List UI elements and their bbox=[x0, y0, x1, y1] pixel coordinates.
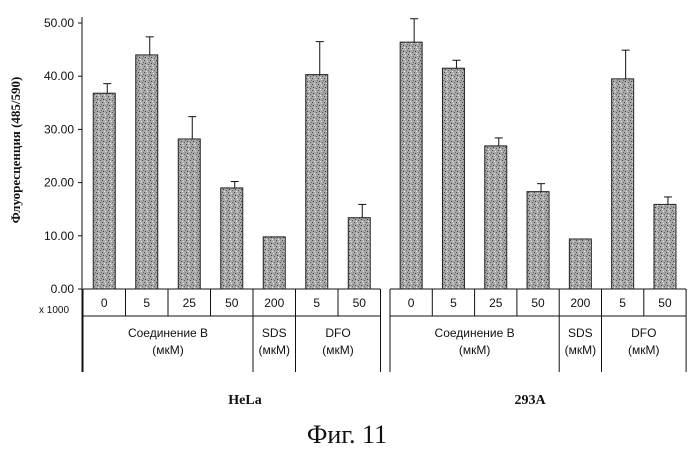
bar bbox=[348, 218, 370, 289]
category-label: 0 bbox=[101, 296, 108, 310]
bar bbox=[93, 93, 115, 289]
category-label: 50 bbox=[658, 296, 672, 310]
group-unit-label: (мкМ) bbox=[322, 343, 354, 357]
group-label: DFO bbox=[631, 326, 656, 340]
bar bbox=[306, 75, 328, 289]
y-tick-label: 10.00 bbox=[44, 229, 74, 243]
bar bbox=[485, 146, 507, 289]
bar bbox=[527, 192, 549, 289]
bar bbox=[178, 139, 200, 289]
category-label: 200 bbox=[570, 296, 590, 310]
bar bbox=[221, 188, 243, 289]
category-label: 50 bbox=[225, 296, 239, 310]
category-label: 5 bbox=[450, 296, 457, 310]
y-tick-label: 30.00 bbox=[44, 122, 74, 136]
y-tick-label: 20.00 bbox=[44, 176, 74, 190]
category-label: 50 bbox=[353, 296, 367, 310]
group-label: DFO bbox=[325, 326, 350, 340]
group-label: Соединение B bbox=[128, 326, 208, 340]
group-unit-label: (мкМ) bbox=[628, 343, 660, 357]
category-label: 25 bbox=[489, 296, 503, 310]
bar bbox=[263, 237, 285, 289]
panel-0: 0 5 25 50 200 5 50 Соединение B (мкМ) SDS (мкМ) DFO… bbox=[83, 37, 381, 408]
y-axis-label: Флуоресценция (485/590) bbox=[8, 77, 23, 224]
panel-name: 293A bbox=[514, 393, 546, 408]
panels: 052550200550Соединение B(мкМ)SDS(мкМ)DFO… bbox=[83, 19, 686, 408]
group-unit-label: (мкМ) bbox=[565, 343, 597, 357]
y-tick-label: 40.00 bbox=[44, 69, 74, 83]
bar bbox=[136, 55, 158, 289]
category-label: 50 bbox=[531, 296, 545, 310]
bar bbox=[654, 204, 676, 289]
group-label: SDS bbox=[262, 326, 287, 340]
panel-name: HeLa bbox=[228, 393, 261, 408]
category-label: 5 bbox=[313, 296, 320, 310]
panel-1: 0 5 25 50 200 5 50 Соединение B (мкМ) SDS (мкМ) DFO… bbox=[390, 19, 686, 408]
group-label: SDS bbox=[568, 326, 593, 340]
group-unit-label: (мкМ) bbox=[259, 343, 291, 357]
category-label: 5 bbox=[619, 296, 626, 310]
bar bbox=[612, 79, 634, 289]
bar bbox=[569, 239, 591, 289]
bar bbox=[400, 42, 422, 289]
group-unit-label: (мкМ) bbox=[459, 343, 491, 357]
group-label: Соединение B bbox=[435, 326, 515, 340]
y-axis: 0.00 10.00 20.00 30.00 40.00 50.00 bbox=[44, 16, 82, 372]
figure-caption: Фиг. 11 bbox=[307, 420, 387, 449]
category-label: 5 bbox=[143, 296, 150, 310]
category-label: 25 bbox=[183, 296, 197, 310]
group-unit-label: (мкМ) bbox=[152, 343, 184, 357]
category-label: 200 bbox=[264, 296, 284, 310]
y-tick-label: 0.00 bbox=[51, 282, 75, 296]
bar bbox=[442, 68, 464, 289]
y-tick-label: 50.00 bbox=[44, 16, 74, 30]
multiplier-label: x 1000 bbox=[39, 305, 69, 316]
category-label: 0 bbox=[408, 296, 415, 310]
